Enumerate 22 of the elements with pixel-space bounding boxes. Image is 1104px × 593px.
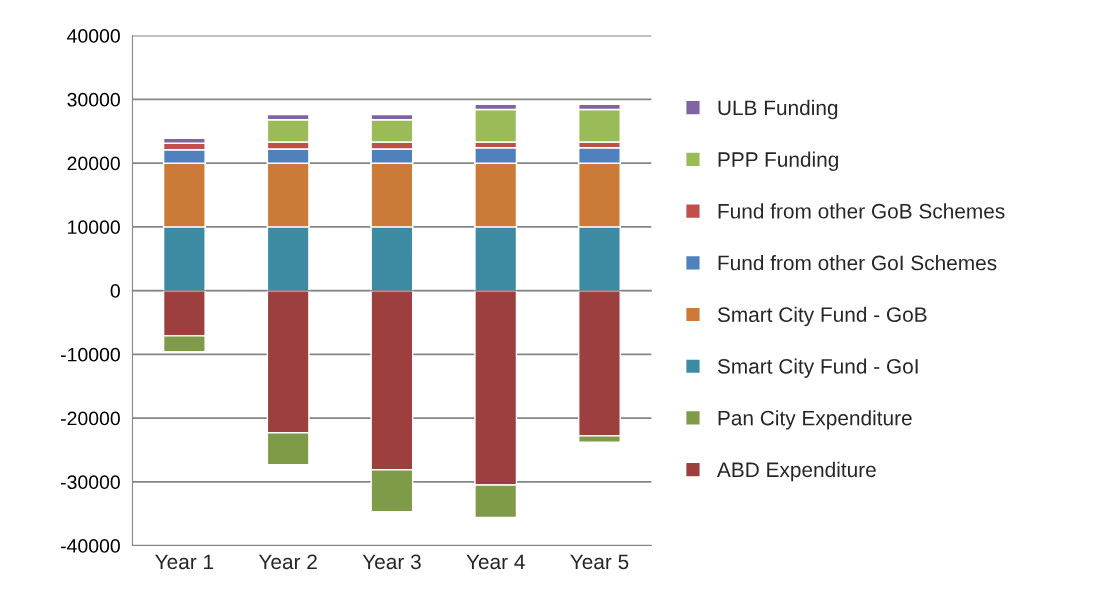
x-tick-label: Year 1: [155, 554, 214, 570]
x-tick-label: Year 3: [362, 554, 421, 570]
legend-label: Pan City Expenditure: [718, 410, 912, 430]
y-tick-label: 0: [110, 284, 120, 298]
legend-label: ULB Funding: [718, 99, 838, 120]
legend-label: Fund from other GoB Schemes: [718, 203, 1005, 219]
legend-label: Fund from other GoI Schemes: [718, 255, 997, 271]
legend-label: ABD Expenditure: [716, 461, 876, 482]
x-tick-label: Year 4: [466, 554, 525, 570]
y-tick-label: -30000: [61, 475, 120, 490]
y-tick-label: 10000: [68, 220, 120, 235]
legend-label: PPP Funding: [718, 151, 838, 171]
y-tick-label: -10000: [61, 347, 120, 362]
x-tick-label: Year 2: [258, 554, 317, 570]
y-tick-label: -40000: [61, 539, 120, 553]
y-tick-label: 20000: [67, 156, 120, 171]
legend-label: Smart City Fund - GoI: [717, 358, 918, 378]
y-tick-label: -20000: [61, 411, 120, 426]
x-tick-label: Year 5: [570, 554, 629, 570]
y-tick-label: 40000: [67, 29, 120, 43]
y-tick-label: 30000: [67, 92, 120, 107]
legend-label: Smart City Fund - GoB: [717, 306, 927, 327]
